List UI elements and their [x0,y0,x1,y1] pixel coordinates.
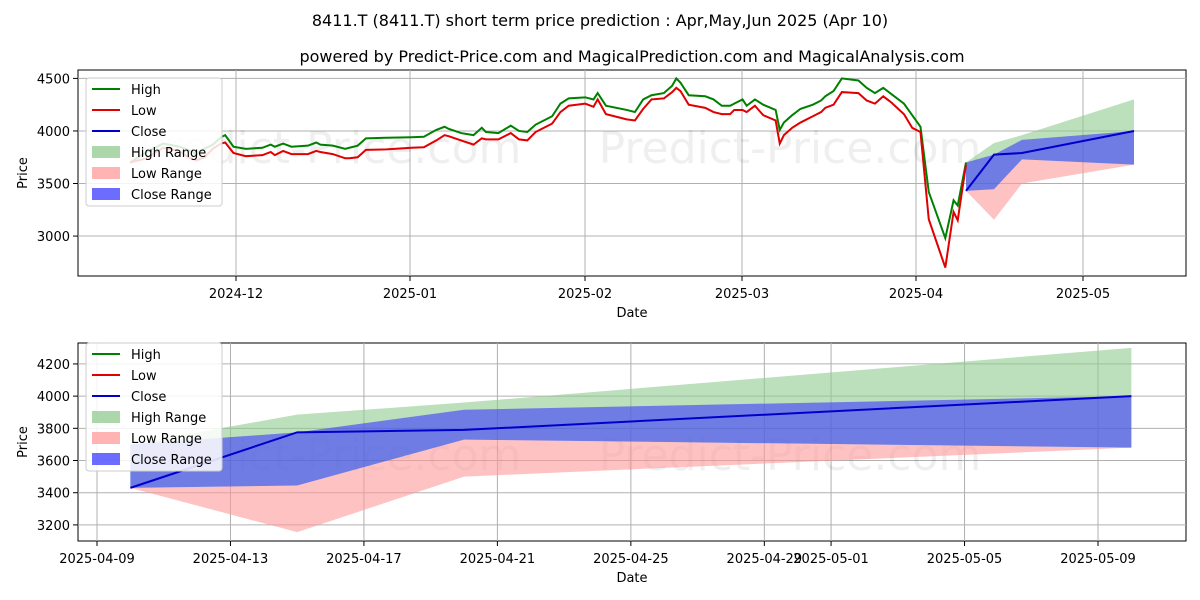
chart-title: 8411.T (8411.T) short term price predict… [312,11,888,30]
legend-label: Close Range [131,188,212,203]
top-close-range-band [966,130,1134,191]
bottom-x-axis-label: Date [616,571,647,586]
top-high-series-line [129,76,967,242]
top-y-tick-label: 3500 [37,178,70,193]
legend-label: High Range [131,411,206,426]
top-y-tick-label: 3000 [37,230,70,245]
legend-label: Close [131,390,166,405]
top-x-tick-label: 2025-03 [715,287,769,302]
top-x-tick-label: 2024-12 [209,287,263,302]
legend-swatch [92,188,120,200]
legend-label: High Range [131,146,206,161]
bottom-legend: High Low Close High Range Low Range Close Ran… [85,342,223,472]
top-x-axis-label: Date [616,306,647,321]
bottom-low-range-band [130,439,1132,533]
top-low-range-band [966,159,1134,220]
bottom-x-tick-label: 2025-05-05 [927,552,1003,567]
top-x-tick-label: 2025-05 [1056,287,1110,302]
legend-label: High [131,348,161,363]
bottom-y-axis-label: Price [16,426,31,458]
legend-swatch [92,411,120,423]
top-x-tick-label: 2025-04 [889,287,943,302]
legend-swatch [92,167,120,179]
bottom-y-tick-label: 4000 [37,390,70,405]
bottom-x-tick-label: 2025-05-09 [1060,552,1136,567]
legend-swatch [92,432,120,444]
legend-swatch [92,453,120,465]
bottom-y-tick-label: 3400 [37,487,70,502]
bottom-x-tick-label: 2025-05-01 [793,552,869,567]
bottom-x-tick-label: 2025-04-21 [460,552,536,567]
top-y-tick-label: 4500 [37,72,70,87]
legend-label: High [131,83,161,98]
top-y-tick-label: 4000 [37,125,70,140]
bottom-y-tick-label: 3800 [37,422,70,437]
legend-label: Low [131,104,157,119]
legend-swatch [92,146,120,158]
bottom-close-range-band [130,396,1132,488]
legend-label: Close Range [131,453,212,468]
bottom-y-tick-label: 4200 [37,358,70,373]
top-panel: 2024-12 2025-01 2025-02 2025-03 2025-04 2025-… [16,69,1187,321]
bottom-panel: 2025-04-09 2025-04-13 2025-04-17 2025-04-21… [16,342,1187,586]
top-y-axis-label: Price [16,157,31,189]
legend-label: Low Range [131,167,202,182]
top-x-tick-label: 2025-01 [383,287,437,302]
bottom-y-tick-label: 3200 [37,519,70,534]
chart-subtitle: powered by Predict-Price.com and Magical… [299,47,964,66]
bottom-x-tick-label: 2025-04-29 [727,552,803,567]
top-x-tick-label: 2025-02 [558,287,612,302]
bottom-x-tick-label: 2025-04-25 [593,552,669,567]
bottom-x-tick-label: 2025-04-13 [193,552,269,567]
bottom-y-tick-label: 3600 [37,455,70,470]
bottom-x-tick-label: 2025-04-09 [59,552,135,567]
top-low-series-line [129,86,967,268]
legend-label: Close [131,125,166,140]
legend-label: Low Range [131,432,202,447]
bottom-x-tick-label: 2025-04-17 [326,552,402,567]
legend-label: Low [131,369,157,384]
top-legend: High Low Close High Range Low Range Close Ran… [85,77,223,207]
top-close-series-line [965,129,1135,192]
